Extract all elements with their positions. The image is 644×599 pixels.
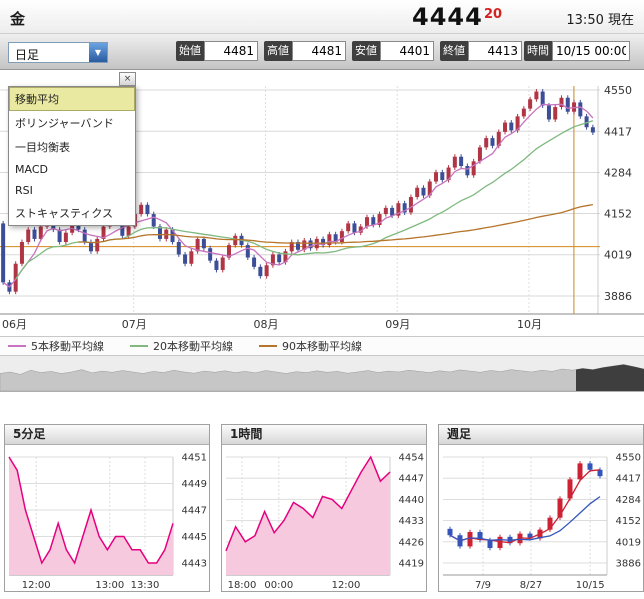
period-select[interactable]: 日足 ▼ — [8, 42, 108, 63]
svg-text:4449: 4449 — [182, 479, 207, 490]
field-label: 高値 — [264, 41, 292, 61]
chevron-down-icon[interactable]: ▼ — [89, 43, 107, 62]
field-value-input[interactable] — [468, 41, 522, 61]
svg-text:3886: 3886 — [604, 290, 632, 303]
mini-chart-1hour: 4454 4447 4440 4433 4426 4419 18:00 00:00 12:00 — [225, 453, 424, 591]
svg-text:4019: 4019 — [604, 249, 632, 262]
svg-text:13:30: 13:30 — [131, 580, 160, 591]
svg-text:13:00: 13:00 — [95, 580, 124, 591]
svg-text:4284: 4284 — [604, 167, 632, 180]
svg-text:4433: 4433 — [399, 516, 424, 527]
svg-text:07月: 07月 — [122, 318, 147, 331]
mini-chart-panels: 5分足 4451 4449 4447 4445 4443 12:00 13:00 13:30 … — [0, 424, 644, 594]
svg-text:4447: 4447 — [399, 474, 424, 485]
price-change: 20 — [484, 7, 503, 22]
panel-5min: 5分足 4451 4449 4447 4445 4443 12:00 13:00 13:30 — [4, 424, 210, 592]
panel-1hour: 1時間 4454 4447 4440 4433 4426 4419 18:00 00:00 12… — [221, 424, 427, 592]
panel-1hour-title: 1時間 — [222, 425, 426, 445]
field-0: 始値 — [176, 41, 258, 61]
svg-text:7/9: 7/9 — [475, 580, 491, 591]
legend-item-2: 90本移動平均線 — [259, 338, 362, 354]
menu-item-3[interactable]: MACD — [15, 163, 48, 176]
quote-timestamp: 13:50 現在 — [566, 13, 634, 28]
svg-text:12:00: 12:00 — [22, 580, 51, 591]
svg-text:4443: 4443 — [182, 559, 207, 570]
svg-text:4419: 4419 — [399, 559, 424, 570]
field-2: 安値 — [352, 41, 434, 61]
legend-label: 20本移動平均線 — [153, 340, 233, 353]
daily-candlestick-chart[interactable]: 4550 4417 4284 4152 4019 3886 06月 07月 08月 09月 10月 — [0, 70, 644, 336]
svg-text:4445: 4445 — [182, 532, 207, 543]
svg-text:4447: 4447 — [182, 506, 207, 517]
svg-text:3886: 3886 — [616, 559, 641, 570]
field-3: 終値 — [440, 41, 522, 61]
svg-text:06月: 06月 — [2, 318, 27, 331]
mini-chart-5min: 4451 4449 4447 4445 4443 12:00 13:00 13:30 — [8, 453, 207, 591]
svg-text:4152: 4152 — [616, 516, 641, 527]
legend-item-1: 20本移動平均線 — [130, 338, 233, 354]
field-value-input[interactable] — [292, 41, 346, 61]
svg-text:09月: 09月 — [385, 318, 410, 331]
chart-toolbar: 日足 ▼ 始値 高値 安値 終値 時間 — [0, 34, 644, 70]
field-label: 時間 — [524, 41, 552, 61]
svg-text:10/15: 10/15 — [576, 580, 605, 591]
instrument-name: 金 — [10, 10, 26, 28]
field-4: 時間 — [524, 41, 630, 61]
quote-header: 金 4444 20 13:50 現在 — [0, 0, 644, 34]
legend-line-icon — [130, 345, 148, 347]
svg-text:08月: 08月 — [253, 318, 278, 331]
last-price: 4444 — [412, 3, 483, 31]
svg-text:18:00: 18:00 — [228, 580, 257, 591]
mini-chart-weekly: 4550 4417 4284 4152 4019 3886 7/9 8/27 10/15 — [443, 453, 641, 591]
menu-item-4[interactable]: RSI — [15, 184, 33, 197]
svg-text:8/27: 8/27 — [520, 580, 542, 591]
field-1: 高値 — [264, 41, 346, 61]
legend-label: 90本移動平均線 — [282, 340, 362, 353]
legend-item-0: 5本移動平均線 — [8, 338, 104, 354]
svg-text:4417: 4417 — [616, 474, 641, 485]
field-value-input[interactable] — [204, 41, 258, 61]
field-label: 終値 — [440, 41, 468, 61]
svg-text:12:00: 12:00 — [332, 580, 361, 591]
chart-overview-minimap[interactable] — [0, 356, 644, 392]
svg-text:4451: 4451 — [182, 453, 207, 464]
close-icon[interactable]: × — [119, 72, 136, 86]
legend-line-icon — [8, 345, 26, 347]
period-select-value: 日足 — [15, 48, 40, 62]
svg-text:4440: 4440 — [399, 495, 424, 506]
field-value-input[interactable] — [552, 41, 630, 61]
panel-5min-title: 5分足 — [5, 425, 209, 445]
menu-item-0[interactable]: 移動平均 — [9, 87, 135, 111]
legend-label: 5本移動平均線 — [31, 340, 104, 353]
menu-item-1[interactable]: ボリンジャーバンド — [15, 117, 114, 130]
svg-text:4019: 4019 — [616, 537, 641, 548]
field-label: 安値 — [352, 41, 380, 61]
svg-text:4454: 4454 — [399, 453, 424, 464]
svg-text:4152: 4152 — [604, 207, 632, 220]
minimap-canvas[interactable] — [0, 356, 644, 392]
svg-text:4426: 4426 — [399, 537, 424, 548]
legend-line-icon — [259, 345, 277, 347]
panel-weekly: 週足 4550 4417 4284 4152 4019 3886 7/9 8/27 10/15 — [438, 424, 644, 592]
menu-item-2[interactable]: 一目均衡表 — [15, 141, 70, 154]
field-label: 始値 — [176, 41, 204, 61]
svg-text:10月: 10月 — [517, 318, 542, 331]
indicator-menu: 移動平均ボリンジャーバンド 一目均衡表 MACD RSI ストキャスティクス — [8, 86, 136, 226]
ma-legend: 5本移動平均線 20本移動平均線 90本移動平均線 — [0, 336, 644, 356]
svg-text:00:00: 00:00 — [264, 580, 293, 591]
menu-item-5[interactable]: ストキャスティクス — [15, 207, 114, 220]
svg-text:4550: 4550 — [604, 84, 632, 97]
panel-weekly-title: 週足 — [439, 425, 643, 445]
svg-text:4284: 4284 — [616, 495, 641, 506]
svg-text:4417: 4417 — [604, 125, 632, 138]
svg-text:4550: 4550 — [616, 453, 641, 464]
field-value-input[interactable] — [380, 41, 434, 61]
